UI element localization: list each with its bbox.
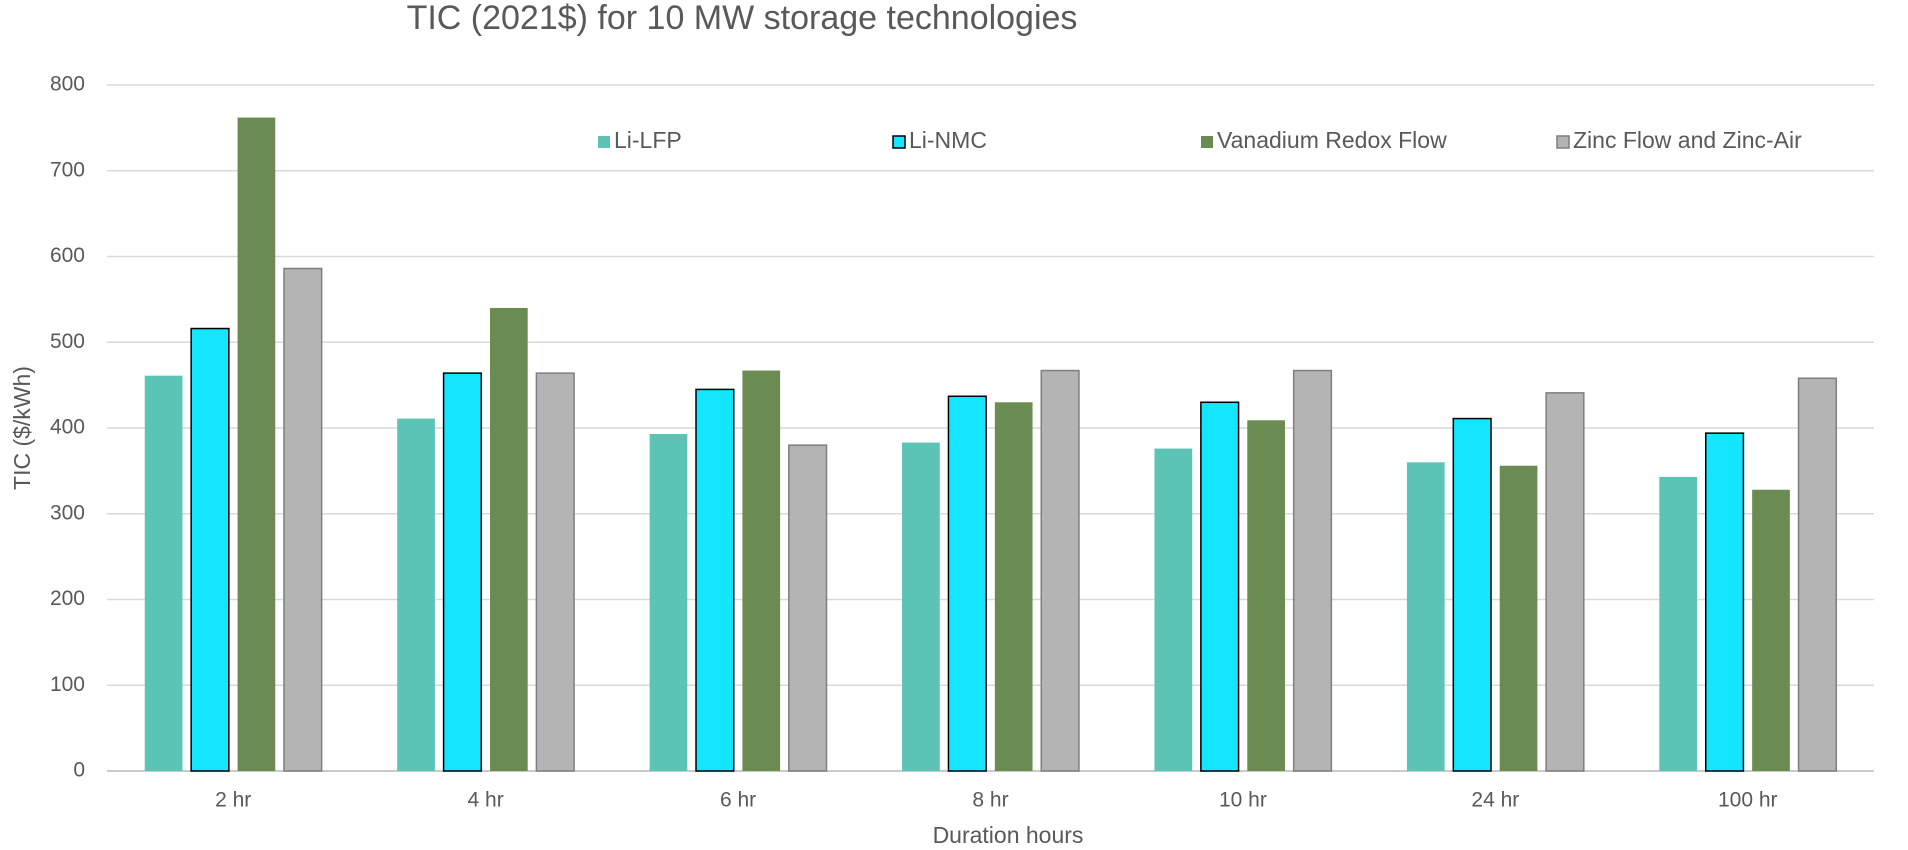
chart-title: TIC (2021$) for 10 MW storage technologi… (407, 0, 1078, 37)
x-axis-title: Duration hours (933, 822, 1084, 848)
bar (1406, 462, 1445, 771)
legend-label: Li-NMC (909, 127, 987, 153)
y-axis-title: TIC ($/kWh) (9, 366, 35, 490)
bar (788, 444, 828, 772)
bar (1499, 465, 1538, 771)
x-tick-label: 8 hr (972, 789, 1008, 812)
y-tick-label: 100 (50, 673, 85, 696)
y-tick-label: 300 (50, 501, 85, 524)
bar (1247, 420, 1285, 771)
x-tick-label: 4 hr (468, 789, 504, 812)
legend-label: Li-LFP (614, 127, 682, 153)
y-tick-label: 700 (50, 158, 85, 181)
bar (237, 117, 276, 771)
x-tick-label: 24 hr (1471, 789, 1519, 812)
bar (1797, 377, 1837, 772)
bar (902, 442, 940, 771)
bar (947, 395, 987, 772)
y-tick-label: 400 (50, 416, 85, 439)
bar (1545, 392, 1585, 772)
bar (1292, 369, 1333, 772)
bar (397, 418, 435, 771)
bar (442, 372, 483, 772)
x-tick-label: 10 hr (1219, 789, 1267, 812)
x-tick-label: 6 hr (720, 789, 756, 812)
legend-label: Vanadium Redox Flow (1217, 127, 1447, 153)
bar (1154, 448, 1193, 771)
bar (695, 388, 735, 772)
y-tick-label: 600 (50, 244, 85, 267)
legend-label: Zinc Flow and Zinc-Air (1573, 127, 1802, 153)
bar (1452, 417, 1492, 772)
bar (1704, 432, 1745, 772)
x-tick-label: 100 hr (1718, 789, 1778, 812)
bar (190, 327, 230, 772)
x-tick-label: 2 hr (215, 789, 251, 812)
bar (994, 402, 1033, 771)
bar (283, 267, 323, 772)
legend-swatch (892, 135, 906, 149)
legend-swatch (1201, 136, 1213, 148)
y-tick-label: 0 (73, 759, 85, 782)
y-tick-label: 800 (50, 73, 85, 96)
bar (1040, 369, 1080, 772)
legend-swatch (598, 136, 610, 148)
bar (144, 375, 183, 771)
bar (535, 372, 575, 772)
bar (1659, 476, 1698, 771)
y-tick-label: 200 (50, 587, 85, 610)
bar (1200, 401, 1240, 772)
bar (742, 370, 781, 771)
bar (1752, 489, 1790, 771)
bar (489, 307, 528, 771)
legend-swatch (1556, 135, 1570, 149)
y-tick-label: 500 (50, 330, 85, 353)
bar (649, 434, 688, 771)
